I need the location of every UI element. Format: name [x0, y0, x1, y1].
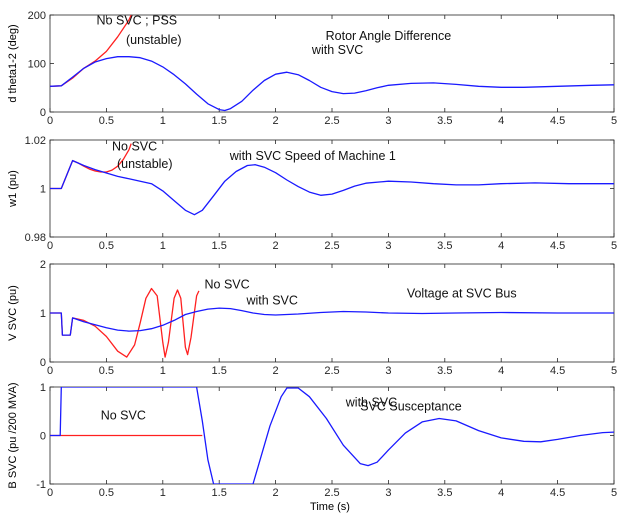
- annotation: with SVC: [311, 43, 363, 57]
- y-tick-label: 0.98: [25, 232, 46, 244]
- with-svc-line: [50, 56, 614, 112]
- x-tick-label: 1.5: [212, 240, 227, 252]
- annotation: (unstable): [126, 33, 182, 47]
- x-tick-label: 2: [273, 365, 279, 377]
- y-tick-label: 1.02: [25, 135, 46, 147]
- y-tick-label: 200: [28, 10, 46, 22]
- x-tick-label: 5: [611, 115, 617, 127]
- y-tick-label: 2: [40, 259, 46, 271]
- x-tick-label: 4: [498, 115, 504, 127]
- x-tick-label: 4: [498, 240, 504, 252]
- series-group: [50, 287, 614, 358]
- x-tick-label: 0.5: [99, 365, 114, 377]
- x-tick-label: 0.5: [99, 487, 114, 499]
- x-tick-label: 0: [47, 115, 53, 127]
- annotation: with SVC: [345, 395, 397, 409]
- x-tick-label: 1.5: [212, 365, 227, 377]
- x-tick-label: 0.5: [99, 115, 114, 127]
- x-tick-label: 0: [47, 240, 53, 252]
- annotation: No SVC: [101, 408, 146, 422]
- x-tick-label: 5: [611, 365, 617, 377]
- annotation: SVC Susceptance: [360, 399, 461, 413]
- x-tick-label: 0: [47, 365, 53, 377]
- y-tick-label: 0: [40, 357, 46, 369]
- y-tick-label: 0: [40, 107, 46, 119]
- series-group: [50, 15, 614, 112]
- y-axis-label: B SVC (pu /200 MVA): [7, 382, 19, 488]
- x-tick-label: 3.5: [437, 365, 452, 377]
- annotation: (unstable): [117, 157, 173, 171]
- with-svc-line: [50, 387, 614, 484]
- y-tick-label: -1: [36, 479, 46, 491]
- x-tick-label: 4.5: [550, 365, 565, 377]
- y-tick-label: 1: [40, 308, 46, 320]
- x-tick-label: 5: [611, 240, 617, 252]
- y-axis-label: d theta1-2 (deg): [7, 24, 19, 102]
- x-tick-label: 5: [611, 487, 617, 499]
- annotation: with SVC Speed of Machine 1: [229, 149, 396, 163]
- x-tick-label: 3.5: [437, 115, 452, 127]
- annotation: No SVC ; PSS: [97, 14, 178, 28]
- y-tick-label: 100: [28, 59, 46, 71]
- x-tick-label: 3: [385, 487, 391, 499]
- series-group: [50, 387, 614, 484]
- x-tick-label: 1.5: [212, 115, 227, 127]
- x-tick-label: 0: [47, 487, 53, 499]
- subplot-speed: 0 0.5 1 1.5 2 2.5 3 3.5 4 4.5 5 0.98 1 1.02 w1 (pu) No …: [7, 135, 617, 252]
- x-tick-label: 4.5: [550, 487, 565, 499]
- x-tick-label: 1: [160, 487, 166, 499]
- x-tick-label: 1: [160, 115, 166, 127]
- y-tick-label: 1: [40, 184, 46, 196]
- annotation: Rotor Angle Difference: [326, 29, 452, 43]
- x-tick-label: 4.5: [550, 240, 565, 252]
- x-tick-label: 2.5: [324, 487, 339, 499]
- x-tick-label: 0.5: [99, 240, 114, 252]
- x-axis-label: Time (s): [310, 501, 350, 513]
- x-tick-label: 2: [273, 240, 279, 252]
- y-axis-label: V SVC (pu): [7, 285, 19, 341]
- x-tick-label: 3.5: [437, 487, 452, 499]
- x-tick-label: 4.5: [550, 115, 565, 127]
- x-tick-label: 3: [385, 115, 391, 127]
- x-tick-label: 2.5: [324, 240, 339, 252]
- x-tick-label: 1.5: [212, 487, 227, 499]
- subplot-rotor-angle: 0 0.5 1 1.5 2 2.5 3 3.5 4 4.5 5 0 100 200 d theta1-2 (…: [7, 10, 617, 127]
- annotation: with SVC: [246, 294, 298, 308]
- subplot-voltage: 0 0.5 1 1.5 2 2.5 3 3.5 4 4.5 5 0 1 2 V SVC (pu) No SVC…: [7, 259, 617, 377]
- x-tick-label: 4: [498, 487, 504, 499]
- x-tick-label: 1: [160, 240, 166, 252]
- x-tick-label: 2: [273, 115, 279, 127]
- series-group: [50, 143, 614, 216]
- x-tick-label: 2.5: [324, 365, 339, 377]
- annotation: Voltage at SVC Bus: [407, 286, 517, 300]
- x-tick-label: 3.5: [437, 240, 452, 252]
- y-tick-label: 1: [40, 382, 46, 394]
- with-svc-line: [50, 307, 614, 336]
- x-tick-label: 2: [273, 487, 279, 499]
- y-axis-label: w1 (pu): [7, 170, 19, 208]
- with-svc-line: [50, 159, 614, 216]
- x-tick-label: 2.5: [324, 115, 339, 127]
- x-tick-label: 3: [385, 365, 391, 377]
- y-tick-label: 0: [40, 431, 46, 443]
- annotation: No SVC: [205, 278, 250, 292]
- annotation: No SVC: [112, 139, 157, 153]
- x-tick-label: 3: [385, 240, 391, 252]
- x-tick-label: 1: [160, 365, 166, 377]
- x-tick-label: 4: [498, 365, 504, 377]
